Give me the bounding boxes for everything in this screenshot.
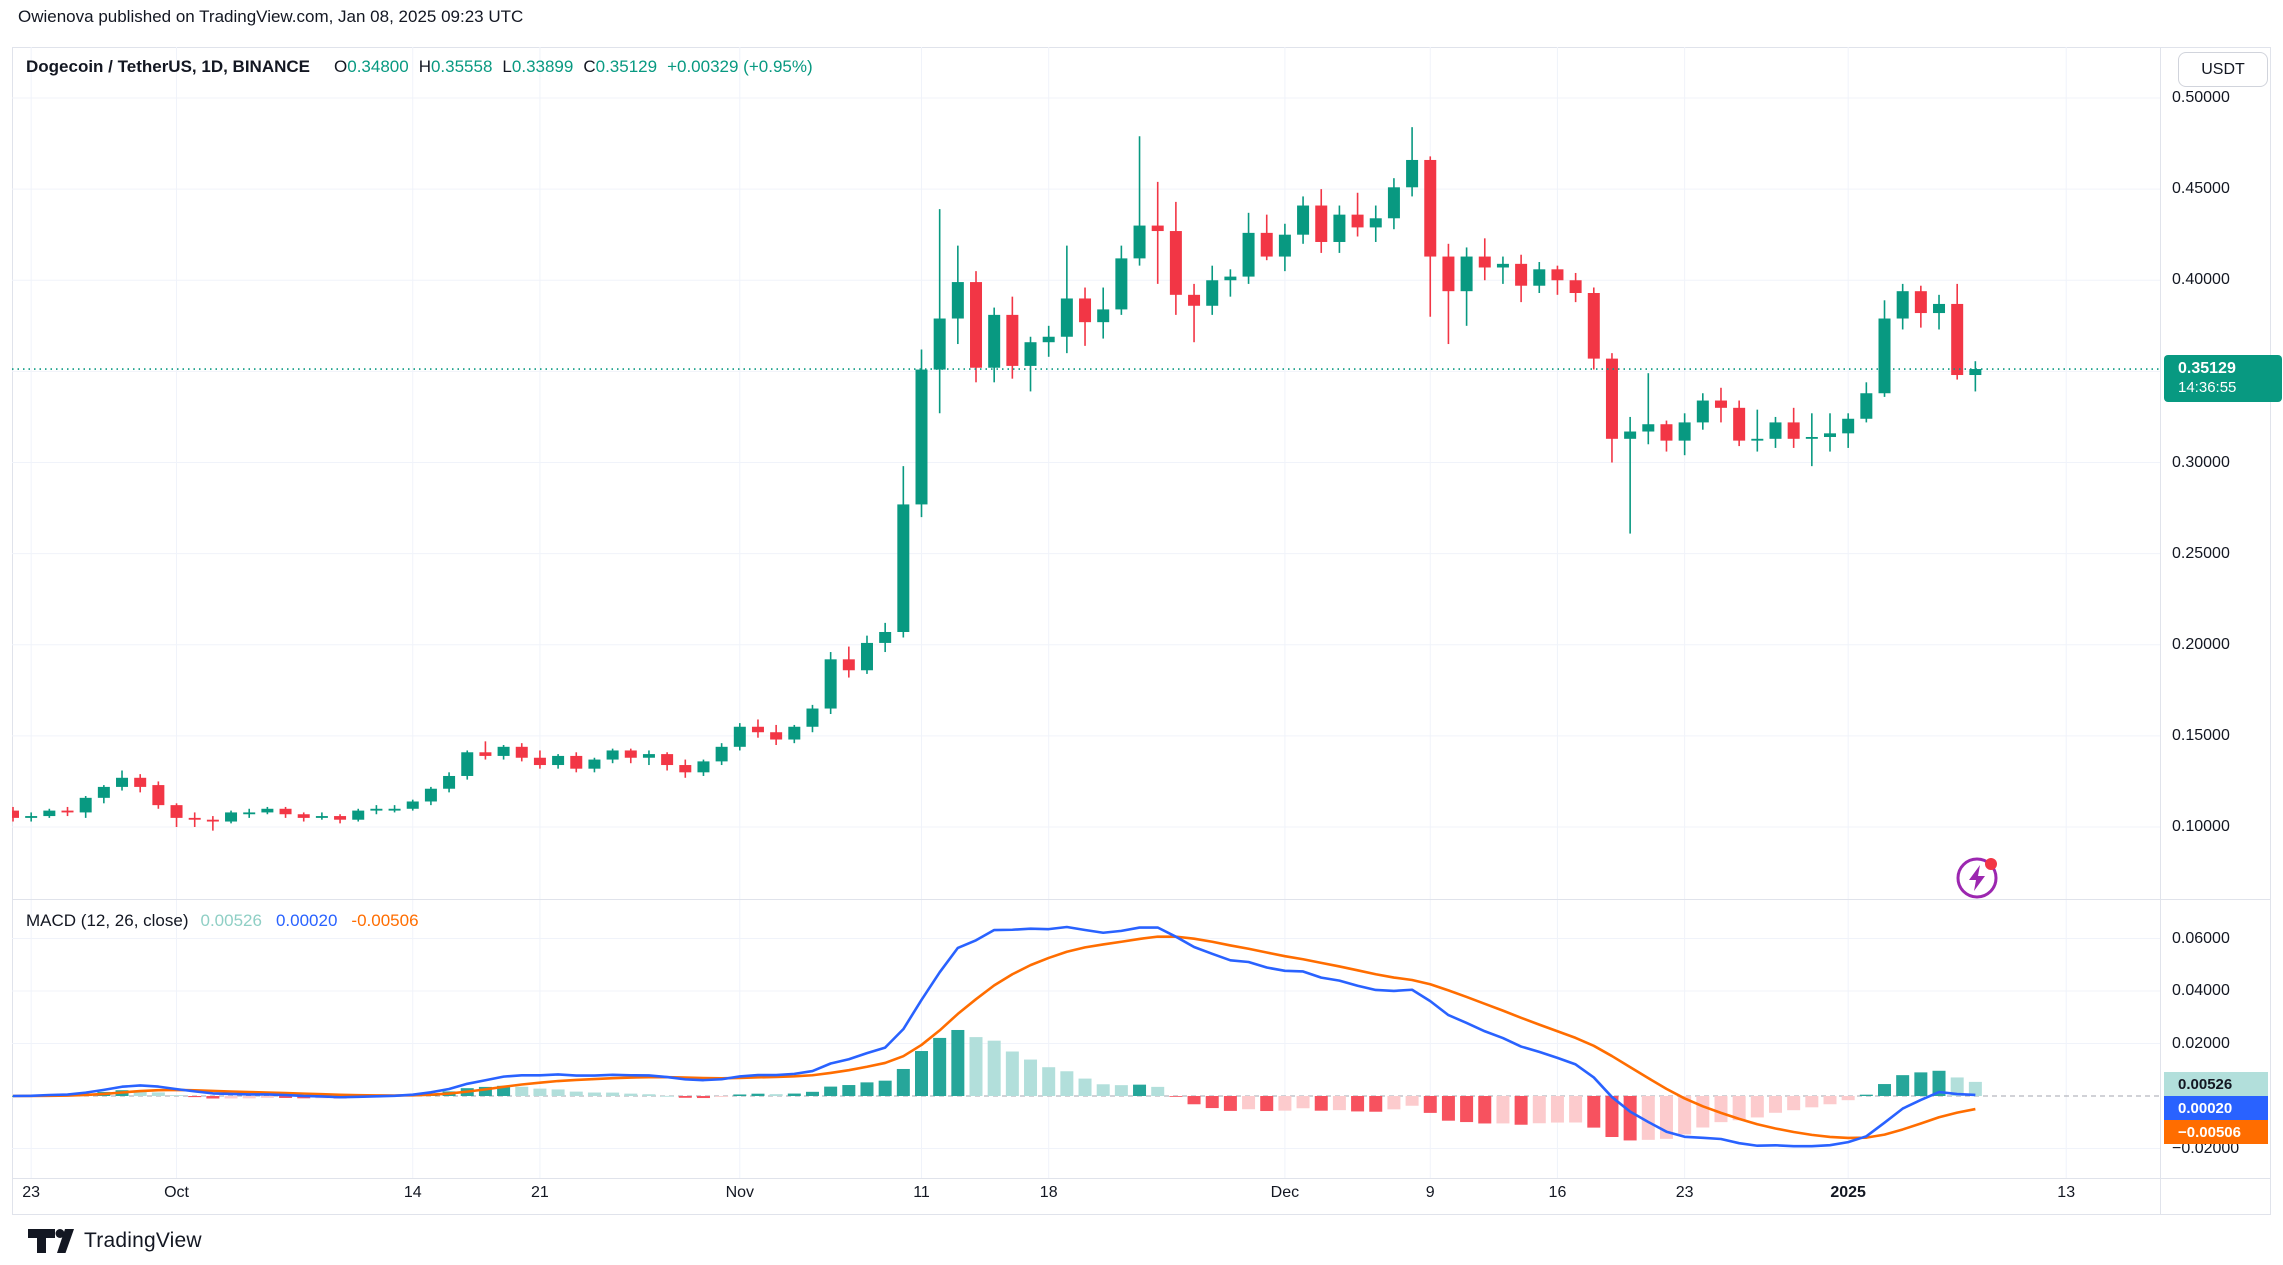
price-tick-label: 0.45000	[2172, 180, 2230, 198]
currency-toggle-button[interactable]: USDT	[2178, 52, 2268, 87]
attribution-text: Owienova published on TradingView.com, J…	[18, 7, 524, 26]
macd-signal-badge: −0.00506	[2164, 1120, 2268, 1144]
price-axis-border	[2160, 47, 2161, 1215]
macd-pane-canvas[interactable]	[12, 899, 2160, 1178]
flash-ideas-icon[interactable]	[1953, 853, 2003, 903]
price-tick-label: 0.40000	[2172, 271, 2230, 289]
time-tick-label: 23	[1675, 1184, 1694, 1201]
tradingview-brand-text: TradingView	[84, 1229, 202, 1252]
time-tick-label: 18	[1039, 1184, 1058, 1201]
macd-label: MACD (12, 26, close)	[26, 911, 189, 930]
close-value: 0.35129	[595, 57, 658, 76]
price-tick-label: 0.20000	[2172, 635, 2230, 653]
price-tick-label: 0.10000	[2172, 818, 2230, 835]
time-tick-label: 2025	[1830, 1184, 1866, 1201]
macd-tick-label: 0.04000	[2172, 982, 2230, 999]
time-tick-label: 13	[2057, 1184, 2076, 1201]
macd-tick-label: 0.06000	[2172, 929, 2230, 947]
high-value: 0.35558	[430, 57, 493, 76]
open-value: 0.34800	[347, 57, 409, 76]
macd-line-value: 0.00020	[275, 911, 338, 930]
price-tick-label: 0.15000	[2172, 726, 2230, 744]
high-label: H	[418, 57, 431, 76]
time-tick-label: Oct	[164, 1184, 189, 1201]
price-tick-label: 0.30000	[2172, 453, 2230, 471]
pane-separator[interactable]	[12, 899, 2271, 900]
symbol-title[interactable]: Dogecoin / TetherUS, 1D, BINANCE	[26, 57, 310, 76]
open-label: O	[334, 57, 348, 76]
macd-hist-badge: 0.00526	[2164, 1072, 2268, 1096]
price-tick-label: 0.25000	[2172, 544, 2230, 562]
macd-hist-value: 0.00526	[200, 911, 262, 930]
time-tick-label: 16	[1548, 1184, 1567, 1201]
time-tick-label: 21	[531, 1184, 549, 1201]
time-tick-label: 23	[22, 1184, 41, 1201]
last-price-badge: 0.35129 14:36:55	[2164, 355, 2282, 402]
time-tick-label: 14	[403, 1184, 422, 1201]
price-pane-canvas[interactable]	[12, 47, 2160, 899]
price-tick-label: 0.50000	[2172, 89, 2230, 106]
macd-signal-value: -0.00506	[351, 911, 419, 930]
close-label: C	[583, 57, 596, 76]
symbol-legend[interactable]: Dogecoin / TetherUS, 1D, BINANCE O0.34800…	[26, 57, 813, 77]
macd-legend[interactable]: MACD (12, 26, close) 0.00526 0.00020 -0.005…	[26, 911, 419, 931]
time-axis-separator	[12, 1178, 2271, 1179]
low-value: 0.33899	[511, 57, 574, 76]
low-label: L	[502, 57, 512, 76]
macd-line-badge: 0.00020	[2164, 1096, 2268, 1120]
time-tick-label: Dec	[1270, 1184, 1300, 1201]
time-tick-label: 9	[1425, 1184, 1435, 1201]
time-tick-label: Nov	[725, 1184, 755, 1201]
tradingview-mark-icon	[28, 1229, 74, 1253]
change-value: +0.00329 (+0.95%)	[667, 57, 813, 76]
bar-countdown: 14:36:55	[2178, 379, 2237, 396]
macd-tick-label: 0.02000	[2172, 1034, 2230, 1052]
last-price-value: 0.35129	[2178, 360, 2236, 377]
time-tick-label: 11	[913, 1184, 930, 1201]
tradingview-logo[interactable]: TradingView	[28, 1228, 202, 1254]
